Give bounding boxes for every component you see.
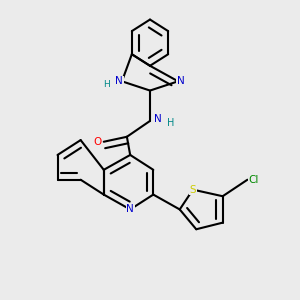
Text: N: N <box>116 76 123 86</box>
Text: H: H <box>103 80 110 89</box>
Text: N: N <box>126 204 134 214</box>
Text: Cl: Cl <box>248 175 259 185</box>
Text: H: H <box>167 118 174 128</box>
Text: S: S <box>190 184 196 195</box>
Text: O: O <box>94 137 102 147</box>
Text: N: N <box>177 76 184 86</box>
Text: N: N <box>154 114 162 124</box>
